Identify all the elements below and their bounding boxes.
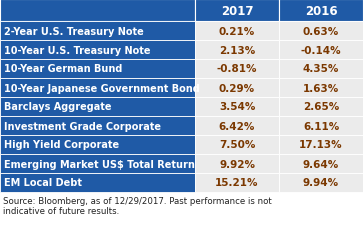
Bar xyxy=(195,0,279,22)
Bar xyxy=(195,41,279,60)
Text: 4.35%: 4.35% xyxy=(303,64,339,74)
Text: 10-Year U.S. Treasury Note: 10-Year U.S. Treasury Note xyxy=(4,45,151,55)
Bar xyxy=(0,60,195,79)
Bar xyxy=(279,79,363,98)
Bar xyxy=(0,98,195,116)
Text: 17.13%: 17.13% xyxy=(299,140,343,150)
Text: Investment Grade Corporate: Investment Grade Corporate xyxy=(4,121,161,131)
Text: Barclays Aggregate: Barclays Aggregate xyxy=(4,102,111,112)
Bar xyxy=(0,0,195,22)
Bar xyxy=(195,79,279,98)
Bar xyxy=(195,22,279,41)
Text: 6.11%: 6.11% xyxy=(303,121,339,131)
Bar xyxy=(195,154,279,173)
Text: 0.21%: 0.21% xyxy=(219,26,255,36)
Text: 2016: 2016 xyxy=(305,5,337,17)
Text: 6.42%: 6.42% xyxy=(219,121,255,131)
Text: Emerging Market US$ Total Return: Emerging Market US$ Total Return xyxy=(4,159,195,169)
Text: 9.64%: 9.64% xyxy=(303,159,339,169)
Text: 0.29%: 0.29% xyxy=(219,83,255,93)
Text: -0.14%: -0.14% xyxy=(301,45,341,55)
Text: -0.81%: -0.81% xyxy=(217,64,257,74)
Bar xyxy=(195,173,279,192)
Bar xyxy=(279,154,363,173)
Bar xyxy=(279,41,363,60)
Bar xyxy=(279,116,363,136)
Text: 2-Year U.S. Treasury Note: 2-Year U.S. Treasury Note xyxy=(4,26,144,36)
Text: 2017: 2017 xyxy=(221,5,253,17)
Bar xyxy=(195,136,279,154)
Text: EM Local Debt: EM Local Debt xyxy=(4,178,82,188)
Bar xyxy=(279,60,363,79)
Bar xyxy=(195,116,279,136)
Text: 10-Year German Bund: 10-Year German Bund xyxy=(4,64,122,74)
Bar xyxy=(279,136,363,154)
Text: 2.13%: 2.13% xyxy=(219,45,255,55)
Bar xyxy=(0,79,195,98)
Text: 10-Year Japanese Government Bond: 10-Year Japanese Government Bond xyxy=(4,83,200,93)
Bar xyxy=(279,173,363,192)
Bar xyxy=(0,136,195,154)
Bar xyxy=(0,154,195,173)
Bar xyxy=(0,22,195,41)
Text: 2.65%: 2.65% xyxy=(303,102,339,112)
Text: 7.50%: 7.50% xyxy=(219,140,255,150)
Text: High Yield Corporate: High Yield Corporate xyxy=(4,140,119,150)
Bar xyxy=(0,173,195,192)
Bar xyxy=(279,0,363,22)
Bar xyxy=(0,41,195,60)
Bar xyxy=(195,98,279,116)
Bar xyxy=(279,98,363,116)
Text: Source: Bloomberg, as of 12/29/2017. Past performance is not
indicative of futur: Source: Bloomberg, as of 12/29/2017. Pas… xyxy=(3,196,272,215)
Text: 0.63%: 0.63% xyxy=(303,26,339,36)
Bar xyxy=(279,22,363,41)
Text: 9.92%: 9.92% xyxy=(219,159,255,169)
Text: 1.63%: 1.63% xyxy=(303,83,339,93)
Bar xyxy=(195,60,279,79)
Text: 15.21%: 15.21% xyxy=(215,178,259,188)
Text: 9.94%: 9.94% xyxy=(303,178,339,188)
Bar xyxy=(0,116,195,136)
Text: 3.54%: 3.54% xyxy=(219,102,255,112)
